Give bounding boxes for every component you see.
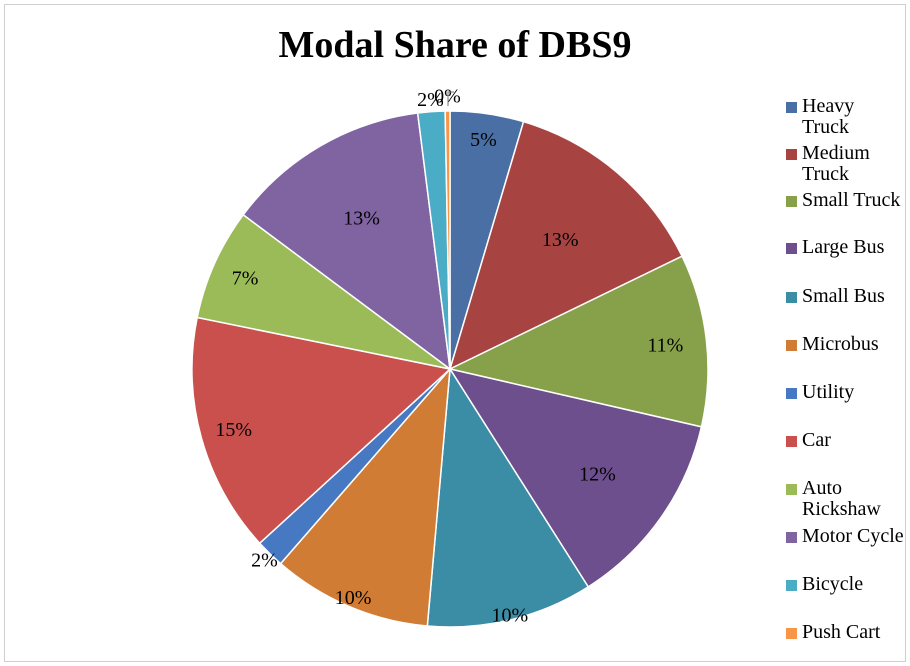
data-label-medium-truck: 13%	[542, 229, 579, 251]
legend-label: Small Bus	[802, 285, 885, 307]
legend-swatch	[786, 436, 797, 447]
legend-label: Motor Cycle	[802, 525, 904, 547]
legend-swatch	[786, 580, 797, 591]
legend-label: Medium Truck	[802, 142, 870, 185]
legend-swatch	[786, 196, 797, 207]
data-label-utility: 2%	[251, 549, 278, 571]
legend-label: Push Cart	[802, 621, 881, 643]
legend-swatch	[786, 532, 797, 543]
data-label-large-bus: 12%	[579, 463, 616, 485]
pie-slice-small-truck	[447, 255, 709, 428]
legend-swatch	[786, 340, 797, 351]
legend-label: Large Bus	[802, 236, 885, 258]
legend-label: Heavy Truck	[802, 95, 855, 138]
pie-slice-car	[191, 316, 452, 545]
data-label-bicycle: 2%	[417, 89, 444, 111]
pie-slice-small-bus	[426, 366, 590, 628]
data-label-car: 15%	[215, 419, 252, 441]
legend-label: Utility	[802, 381, 855, 403]
data-label-motor-cycle: 13%	[343, 207, 380, 229]
data-label-microbus: 10%	[335, 587, 372, 609]
pie-slice-motor-cycle	[242, 112, 451, 371]
pie-slice-large-bus	[448, 367, 703, 588]
pie-slice-push-cart	[444, 110, 451, 370]
legend-swatch	[786, 388, 797, 399]
legend-swatch	[786, 628, 797, 639]
legend-label: Auto Rickshaw	[802, 477, 881, 520]
data-label-small-truck: 11%	[647, 335, 683, 357]
legend-swatch	[786, 102, 797, 113]
legend-label: Bicycle	[802, 573, 864, 595]
data-label-heavy-truck: 5%	[470, 129, 497, 151]
push-cart-leader-line	[447, 91, 454, 106]
pie-slice-microbus	[279, 366, 451, 627]
legend-swatch	[786, 149, 797, 160]
legend-label: Small Truck	[802, 189, 901, 211]
legend-label: Microbus	[802, 333, 879, 355]
pie-slice-auto-rickshaw	[196, 213, 451, 370]
data-label-auto-rickshaw: 7%	[232, 267, 259, 289]
data-label-push-cart: 0%	[434, 86, 461, 108]
legend-swatch	[786, 484, 797, 495]
chart-title: Modal Share of DBS9	[278, 24, 632, 66]
pie-slice-medium-truck	[448, 120, 684, 371]
legend-label: Car	[802, 429, 831, 451]
legend-swatch	[786, 292, 797, 303]
legend-swatch	[786, 243, 797, 254]
data-label-small-bus: 10%	[491, 605, 528, 627]
